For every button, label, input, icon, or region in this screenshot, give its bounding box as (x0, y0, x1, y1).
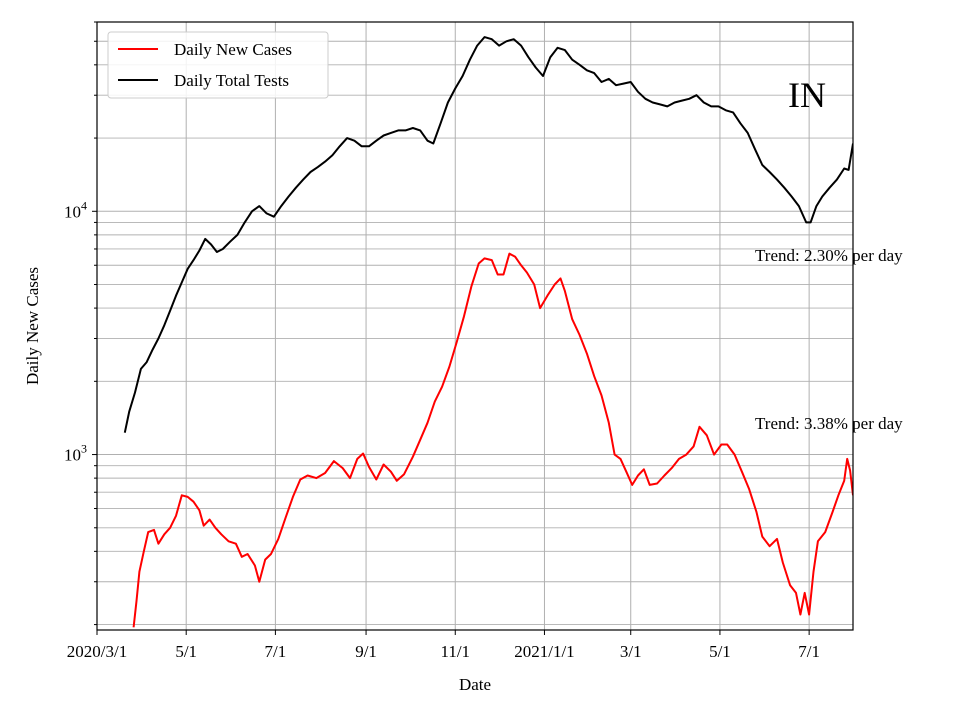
x-axis-label: Date (459, 675, 491, 694)
x-tick-label: 9/1 (355, 642, 377, 661)
x-tick-label: 2020/3/1 (67, 642, 127, 661)
y-axis-label: Daily New Cases (23, 267, 42, 385)
x-tick-label: 5/1 (709, 642, 731, 661)
legend-entry: Daily Total Tests (174, 71, 289, 90)
country-annotation: IN (788, 75, 826, 115)
legend: Daily New Cases Daily Total Tests (107, 31, 329, 99)
legend-entry: Daily New Cases (174, 40, 292, 59)
x-tick-label: 11/1 (440, 642, 470, 661)
series-line-daily-new-cases (132, 252, 853, 628)
trend-label: Trend: 3.38% per day (755, 414, 903, 433)
x-tick-label: 2021/1/1 (514, 642, 574, 661)
x-tick-label: 5/1 (175, 642, 197, 661)
grid (96, 21, 853, 630)
series-layer (123, 36, 853, 628)
labels: Date Daily New Cases IN (23, 75, 826, 694)
y-tick-label: 103 (64, 442, 87, 465)
x-tick-label: 3/1 (620, 642, 642, 661)
ticks: 2020/3/1 5/1 7/1 9/1 11/1 2021/1/1 3/1 5/1 7/1 10… (64, 21, 820, 661)
trend-label: Trend: 2.30% per day (755, 246, 903, 265)
plot-frame (96, 21, 854, 631)
legend-box (107, 31, 329, 99)
x-tick-label: 7/1 (265, 642, 287, 661)
x-tick-label: 7/1 (798, 642, 820, 661)
y-tick-label: 104 (64, 198, 87, 221)
trend-labels: Trend: 2.30% per day Trend: 3.38% per day (755, 246, 903, 433)
series-line-daily-total-tests (123, 36, 853, 433)
